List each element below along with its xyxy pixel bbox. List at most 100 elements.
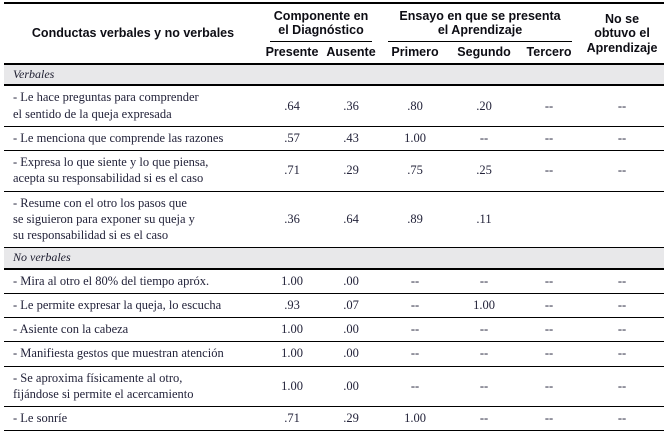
behavior-cell: - Le sonríe <box>4 406 262 432</box>
behavior-cell: - Se aproxima físicamente al otro, fiján… <box>4 366 262 407</box>
column-header-segundo: Segundo <box>450 43 519 66</box>
behavior-cell: - Le menciona que comprende las razones <box>4 126 262 152</box>
ausente-cell: .64 <box>322 191 381 249</box>
presente-cell: 1.00 <box>262 268 322 294</box>
primero-cell: 1.00 <box>380 406 451 432</box>
table-row: - Le permite expresar la queja, lo escuc… <box>4 293 665 319</box>
ausente-cell: .29 <box>322 406 381 432</box>
primero-cell: -- <box>380 293 451 319</box>
primero-cell: -- <box>380 366 451 407</box>
segundo-cell: -- <box>450 430 519 432</box>
ausente-cell: .00 <box>322 317 381 343</box>
table-row: - Asiente con la cabeza 1.00 .00 -- -- -… <box>4 317 665 343</box>
primero-cell: -- <box>380 268 451 294</box>
segundo-cell: -- <box>450 366 519 407</box>
behavior-cell: - Expresa lo que siente y lo que piensa,… <box>4 150 262 192</box>
table-row: - Manifiesta gestos que muestran atenció… <box>4 341 665 367</box>
tercero-cell: -- <box>518 268 581 294</box>
behavior-cell: - Resume con el otro los pasos que se si… <box>4 191 262 249</box>
primero-cell: -- <box>380 341 451 367</box>
section-row-verbales: Verbales <box>4 64 665 87</box>
ausente-cell: .00 <box>322 268 381 294</box>
tercero-cell: -- <box>518 150 581 192</box>
behavior-learning-table: Conductas verbales y no verbales Compone… <box>4 2 665 432</box>
primero-cell: .80 <box>380 85 451 127</box>
ausente-cell: .00 <box>322 366 381 407</box>
ausente-cell: .07 <box>322 293 381 319</box>
ausente-cell: .00 <box>322 430 381 432</box>
presente-cell: 1.00 <box>262 317 322 343</box>
table-row: - Le hace preguntas para comprender el s… <box>4 85 665 127</box>
behavior-cell: - Asiente con la cabeza <box>4 317 262 343</box>
segundo-cell: -- <box>450 406 519 432</box>
section-label: Verbales <box>4 64 665 87</box>
segundo-cell: -- <box>450 126 519 152</box>
segundo-cell: -- <box>450 317 519 343</box>
presente-cell: 1.00 <box>262 341 322 367</box>
segundo-cell: .20 <box>450 85 519 127</box>
column-group-diagnostico-label: Componente en el Diagnóstico <box>270 9 373 42</box>
presente-cell: .71 <box>262 150 322 192</box>
header-group-row: Conductas verbales y no verbales Compone… <box>4 3 665 66</box>
tercero-cell: -- <box>518 430 581 432</box>
tercero-cell: -- <box>518 85 581 127</box>
behavior-cell: - Mira al otro el 80% del tiempo apróx. <box>4 268 262 294</box>
tercero-cell: -- <box>518 317 581 343</box>
column-header-ausente: Ausente <box>322 43 381 66</box>
no-aprendizaje-cell: -- <box>580 293 665 319</box>
segundo-cell: .11 <box>450 191 519 249</box>
behavior-cell: - Le hace preguntas para comprender el s… <box>4 85 262 127</box>
presente-cell: 1.00 <box>262 430 322 432</box>
tercero-cell: -- <box>518 293 581 319</box>
presente-cell: .57 <box>262 126 322 152</box>
tercero-cell: -- <box>518 406 581 432</box>
section-label: No verbales <box>4 247 665 270</box>
presente-cell: .36 <box>262 191 322 249</box>
header-sub-row: Presente Ausente Primero Segundo Tercero <box>4 43 664 66</box>
primero-cell: .75 <box>380 150 451 192</box>
ausente-cell: .29 <box>322 150 381 192</box>
tercero-cell: -- <box>518 126 581 152</box>
behavior-cell: - Le permite expresar la queja, lo escuc… <box>4 293 262 319</box>
no-aprendizaje-cell: -- <box>580 366 665 407</box>
column-group-diagnostico: Componente en el Diagnóstico <box>262 3 380 44</box>
primero-cell: .89 <box>380 191 451 249</box>
no-aprendizaje-cell: -- <box>580 150 665 192</box>
behavior-cell: - Utiliza tono de voz audible y firme <box>4 430 262 432</box>
no-aprendizaje-cell: -- <box>580 406 665 432</box>
segundo-cell: -- <box>450 341 519 367</box>
no-aprendizaje-cell <box>580 191 665 249</box>
column-group-ensayo: Ensayo en que se presenta el Aprendizaje <box>380 3 580 44</box>
presente-cell: 1.00 <box>262 366 322 407</box>
column-header-tercero: Tercero <box>518 43 581 66</box>
no-aprendizaje-cell: -- <box>580 268 665 294</box>
presente-cell: .64 <box>262 85 322 127</box>
segundo-cell: -- <box>450 268 519 294</box>
tercero-cell <box>518 191 581 249</box>
segundo-cell: 1.00 <box>450 293 519 319</box>
ausente-cell: .43 <box>322 126 381 152</box>
table-row: - Utiliza tono de voz audible y firme 1.… <box>4 430 665 432</box>
column-group-ensayo-label: Ensayo en que se presenta el Aprendizaje <box>388 9 573 42</box>
no-aprendizaje-cell: -- <box>580 341 665 367</box>
column-header-presente: Presente <box>262 43 322 66</box>
no-aprendizaje-cell: -- <box>580 126 665 152</box>
primero-cell: -- <box>380 317 451 343</box>
ausente-cell: .00 <box>322 341 381 367</box>
column-header-primero: Primero <box>380 43 451 66</box>
no-aprendizaje-cell: -- <box>580 430 665 432</box>
tercero-cell: -- <box>518 341 581 367</box>
primero-cell: -- <box>380 430 451 432</box>
section-row-no-verbales: No verbales <box>4 247 665 270</box>
segundo-cell: .25 <box>450 150 519 192</box>
no-aprendizaje-cell: -- <box>580 317 665 343</box>
behavior-cell: - Manifiesta gestos que muestran atenció… <box>4 341 262 367</box>
table-row: - Se aproxima físicamente al otro, fiján… <box>4 366 665 407</box>
table-row: - Resume con el otro los pasos que se si… <box>4 191 665 249</box>
presente-cell: .93 <box>262 293 322 319</box>
table-row: - Mira al otro el 80% del tiempo apróx. … <box>4 268 665 294</box>
column-header-no-aprendizaje: No se obtuvo el Aprendizaje <box>580 3 665 66</box>
table-row: - Le sonríe .71 .29 1.00 -- -- -- <box>4 406 665 432</box>
no-aprendizaje-cell: -- <box>580 85 665 127</box>
